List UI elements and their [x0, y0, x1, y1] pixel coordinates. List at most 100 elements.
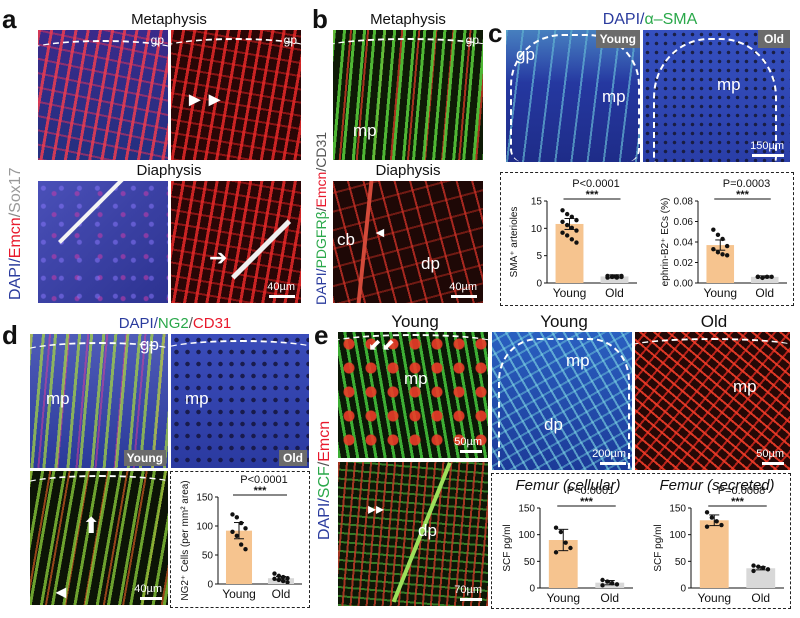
bar-old — [750, 276, 779, 283]
data-point — [711, 246, 716, 252]
data-point — [719, 522, 724, 528]
scale-bar — [460, 450, 482, 453]
bone-boundary — [356, 181, 374, 303]
mp-label: mp — [717, 75, 741, 94]
scale-bar — [451, 295, 477, 298]
data-point — [563, 540, 568, 545]
scale-label: 50µm — [756, 448, 784, 460]
data-point — [769, 274, 774, 280]
label-dapi: DAPI/ — [118, 315, 158, 332]
data-point — [272, 571, 277, 576]
label-sma: α–SMA — [644, 11, 698, 28]
micrograph-d-young: gp mp Young — [30, 334, 168, 468]
y-tick-label: 50 — [202, 551, 214, 562]
micrograph-e-young-dapi: mp dp 200µm — [492, 332, 632, 470]
y-tick-label: 50 — [524, 557, 536, 568]
y-tick-label: 5 — [536, 251, 542, 262]
label-dapi: DAPI/ — [7, 258, 24, 300]
significance-stars: *** — [580, 496, 594, 508]
panel-b-metaphysis-title: Metaphysis — [370, 11, 446, 28]
growth-plate-boundary — [635, 338, 790, 358]
data-point — [238, 520, 244, 526]
cb-label: cb — [337, 230, 355, 249]
bar-young — [706, 245, 735, 283]
y-tick-label: 100 — [196, 522, 213, 533]
x-tick-label: Old — [755, 286, 774, 300]
data-point — [609, 274, 615, 279]
panel-b-channel-label: DAPI/PDGFRβ/Emcn/CD31 — [313, 132, 329, 305]
data-point — [574, 217, 579, 223]
bone-outline — [653, 38, 777, 162]
y-axis-label: ephrin-B2⁺ ECs (%) — [660, 198, 671, 287]
bar-young — [225, 530, 253, 584]
data-point — [724, 243, 730, 249]
data-point — [715, 250, 721, 255]
mp-label: mp — [185, 389, 209, 408]
label-scf: SCF — [316, 466, 333, 499]
label-dapi: DAPI/ — [316, 498, 333, 540]
data-point — [704, 510, 710, 515]
data-point — [564, 222, 570, 228]
mp-label: mp — [353, 121, 377, 140]
scale-bar — [762, 462, 784, 465]
label-emcn: Emcn — [7, 217, 24, 259]
label-emcn: Emcn — [316, 420, 333, 462]
growth-plate-boundary — [30, 342, 168, 364]
data-point — [234, 515, 240, 520]
scale-label: 200µm — [592, 448, 626, 460]
data-point — [574, 228, 579, 233]
scale-label: 50µm — [454, 436, 482, 448]
micrograph-d-old: mp Old — [171, 334, 309, 468]
micrograph-c-old: mp Old 150µm — [643, 30, 790, 162]
x-tick-label: Young — [553, 286, 587, 300]
scale-label: 150µm — [750, 140, 784, 152]
p-value-label: P=0.0003 — [723, 178, 770, 190]
growth-plate-boundary — [38, 40, 168, 62]
panel-c-charts-box — [500, 172, 794, 306]
p-value-label: P<0.0001 — [572, 178, 619, 190]
bone-outline — [510, 34, 640, 162]
data-point — [553, 525, 559, 530]
data-point — [234, 533, 240, 539]
data-point — [765, 567, 771, 572]
label-sep: / — [313, 207, 329, 212]
panel-e-young-title-1: Young — [391, 312, 439, 331]
data-point — [230, 529, 235, 534]
y-axis-label: SMA⁺ arterioles — [509, 207, 520, 278]
data-point — [560, 219, 565, 224]
panel-c-label: c — [488, 18, 503, 48]
mp-label: mp — [602, 87, 626, 106]
micrograph-e-young-zoom: ⬋⬋ mp 50µm — [338, 332, 488, 458]
mp-label: mp — [733, 377, 757, 396]
panel-d-title: DAPI/NG2/CD31 — [30, 316, 320, 331]
young-badge: Young — [123, 450, 166, 466]
bar-old — [595, 582, 625, 588]
data-point — [558, 529, 564, 535]
y-tick-label: 0 — [536, 279, 542, 290]
y-tick-label: 0 — [207, 580, 213, 591]
mp-label: mp — [566, 351, 590, 370]
data-point — [560, 230, 565, 235]
young-badge: Young — [595, 30, 640, 48]
panel-e-chart-box — [491, 473, 791, 609]
bar-old — [746, 568, 776, 588]
data-point — [751, 563, 756, 568]
arrowhead-icon: ◄ — [52, 582, 70, 602]
label-sox17: Sox17 — [7, 167, 24, 213]
chart-ephrin-b2: 0.00 0.02 0.04 0.06 0.08 ephrin-B2⁺ ECs (%) Yo… — [648, 175, 793, 305]
label-sep: / — [7, 212, 24, 218]
scale-label: 70µm — [454, 584, 482, 596]
data-point — [614, 582, 620, 587]
micrograph-c-young: gp mp Young — [506, 30, 640, 162]
data-point — [614, 275, 620, 280]
dp-label: dp — [421, 254, 440, 273]
scale-bar — [752, 154, 784, 157]
data-point — [600, 577, 605, 583]
old-badge: Old — [279, 450, 307, 466]
x-tick-label: Old — [605, 286, 624, 300]
chart-scf-secreted: 0 50 100 150 SCF pg/ml Young Old *** P=0.0008 — [643, 485, 790, 608]
panel-a-metaphysis-title: Metaphysis — [131, 11, 207, 28]
bar-young — [699, 520, 729, 588]
micrograph-a-metaphysis-merge: gp — [38, 30, 168, 160]
y-tick-label: 150 — [669, 504, 686, 515]
